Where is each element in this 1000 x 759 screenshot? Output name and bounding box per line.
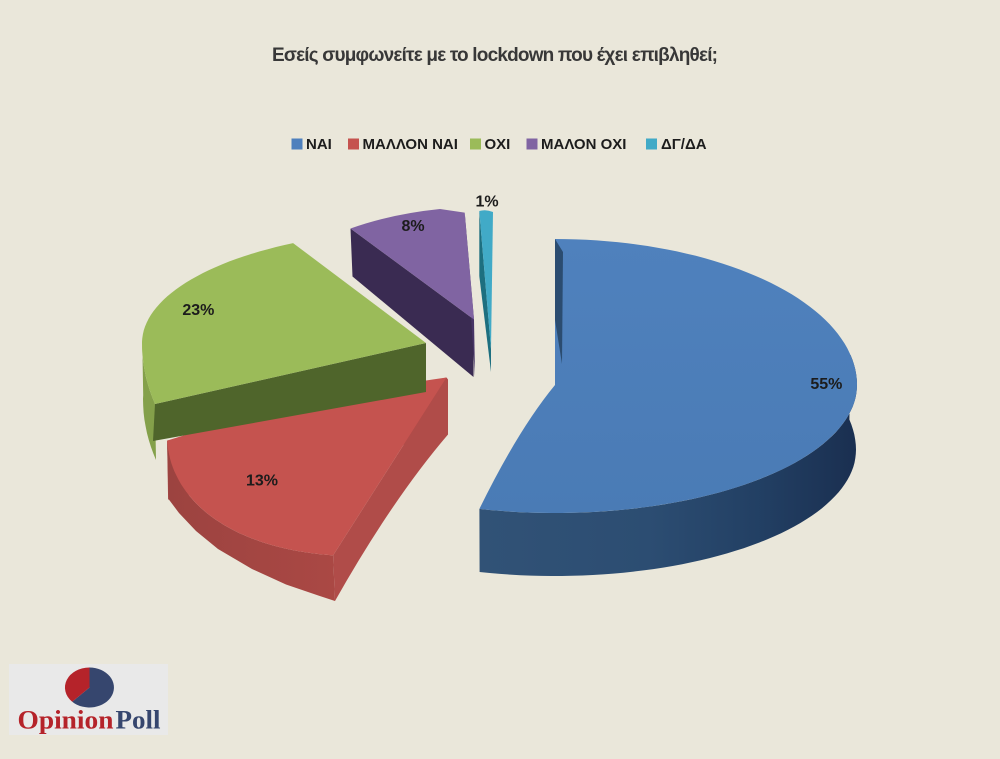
svg-text:ΝΑΙ: ΝΑΙ bbox=[306, 136, 332, 153]
svg-text:8%: 8% bbox=[401, 218, 424, 235]
svg-text:ΟΧΙ: ΟΧΙ bbox=[485, 136, 511, 153]
svg-text:ΔΓ/ΔΑ: ΔΓ/ΔΑ bbox=[661, 136, 707, 153]
svg-text:Opinion: Opinion bbox=[18, 706, 115, 735]
svg-text:1%: 1% bbox=[475, 194, 498, 211]
svg-text:ΜΑΛΛΟΝ ΝΑΙ: ΜΑΛΛΟΝ ΝΑΙ bbox=[363, 136, 458, 153]
svg-text:55%: 55% bbox=[810, 376, 842, 393]
svg-text:Poll: Poll bbox=[116, 706, 161, 735]
svg-text:23%: 23% bbox=[182, 302, 214, 319]
svg-text:13%: 13% bbox=[246, 473, 278, 490]
svg-text:Εσείς συμφωνείτε με το lockdow: Εσείς συμφωνείτε με το lockdown που έχει… bbox=[272, 45, 718, 66]
svg-text:ΜΑΛΟΝ ΟΧΙ: ΜΑΛΟΝ ΟΧΙ bbox=[541, 136, 626, 153]
